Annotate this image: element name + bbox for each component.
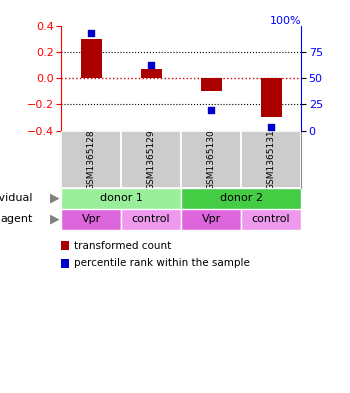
Text: ▶: ▶ xyxy=(50,192,60,205)
Text: donor 1: donor 1 xyxy=(100,193,143,204)
Text: Vpr: Vpr xyxy=(82,215,101,224)
Bar xyxy=(241,130,301,188)
Bar xyxy=(121,130,181,188)
Bar xyxy=(61,130,121,188)
Bar xyxy=(181,130,241,188)
Text: transformed count: transformed count xyxy=(74,241,172,251)
Text: control: control xyxy=(252,215,290,224)
Text: agent: agent xyxy=(0,215,33,224)
Bar xyxy=(260,78,281,118)
Bar xyxy=(121,209,181,230)
Text: Vpr: Vpr xyxy=(202,215,221,224)
Point xyxy=(268,124,274,130)
Text: ▶: ▶ xyxy=(50,213,60,226)
Text: percentile rank within the sample: percentile rank within the sample xyxy=(74,258,250,268)
Text: individual: individual xyxy=(0,193,33,204)
Text: GSM1365128: GSM1365128 xyxy=(87,129,96,189)
Text: 100%: 100% xyxy=(270,16,301,26)
Bar xyxy=(81,39,102,78)
Point xyxy=(208,107,214,113)
Text: GSM1365130: GSM1365130 xyxy=(206,129,216,189)
Text: control: control xyxy=(132,215,170,224)
Point xyxy=(89,30,94,36)
Bar xyxy=(181,209,241,230)
Text: GSM1365131: GSM1365131 xyxy=(267,129,275,189)
Text: donor 2: donor 2 xyxy=(219,193,262,204)
Bar xyxy=(201,78,222,91)
Bar xyxy=(241,209,301,230)
Point xyxy=(148,62,154,69)
Bar xyxy=(141,69,162,78)
Bar xyxy=(181,188,301,209)
Bar xyxy=(61,209,121,230)
Bar xyxy=(61,188,181,209)
Text: GSM1365129: GSM1365129 xyxy=(147,129,156,189)
